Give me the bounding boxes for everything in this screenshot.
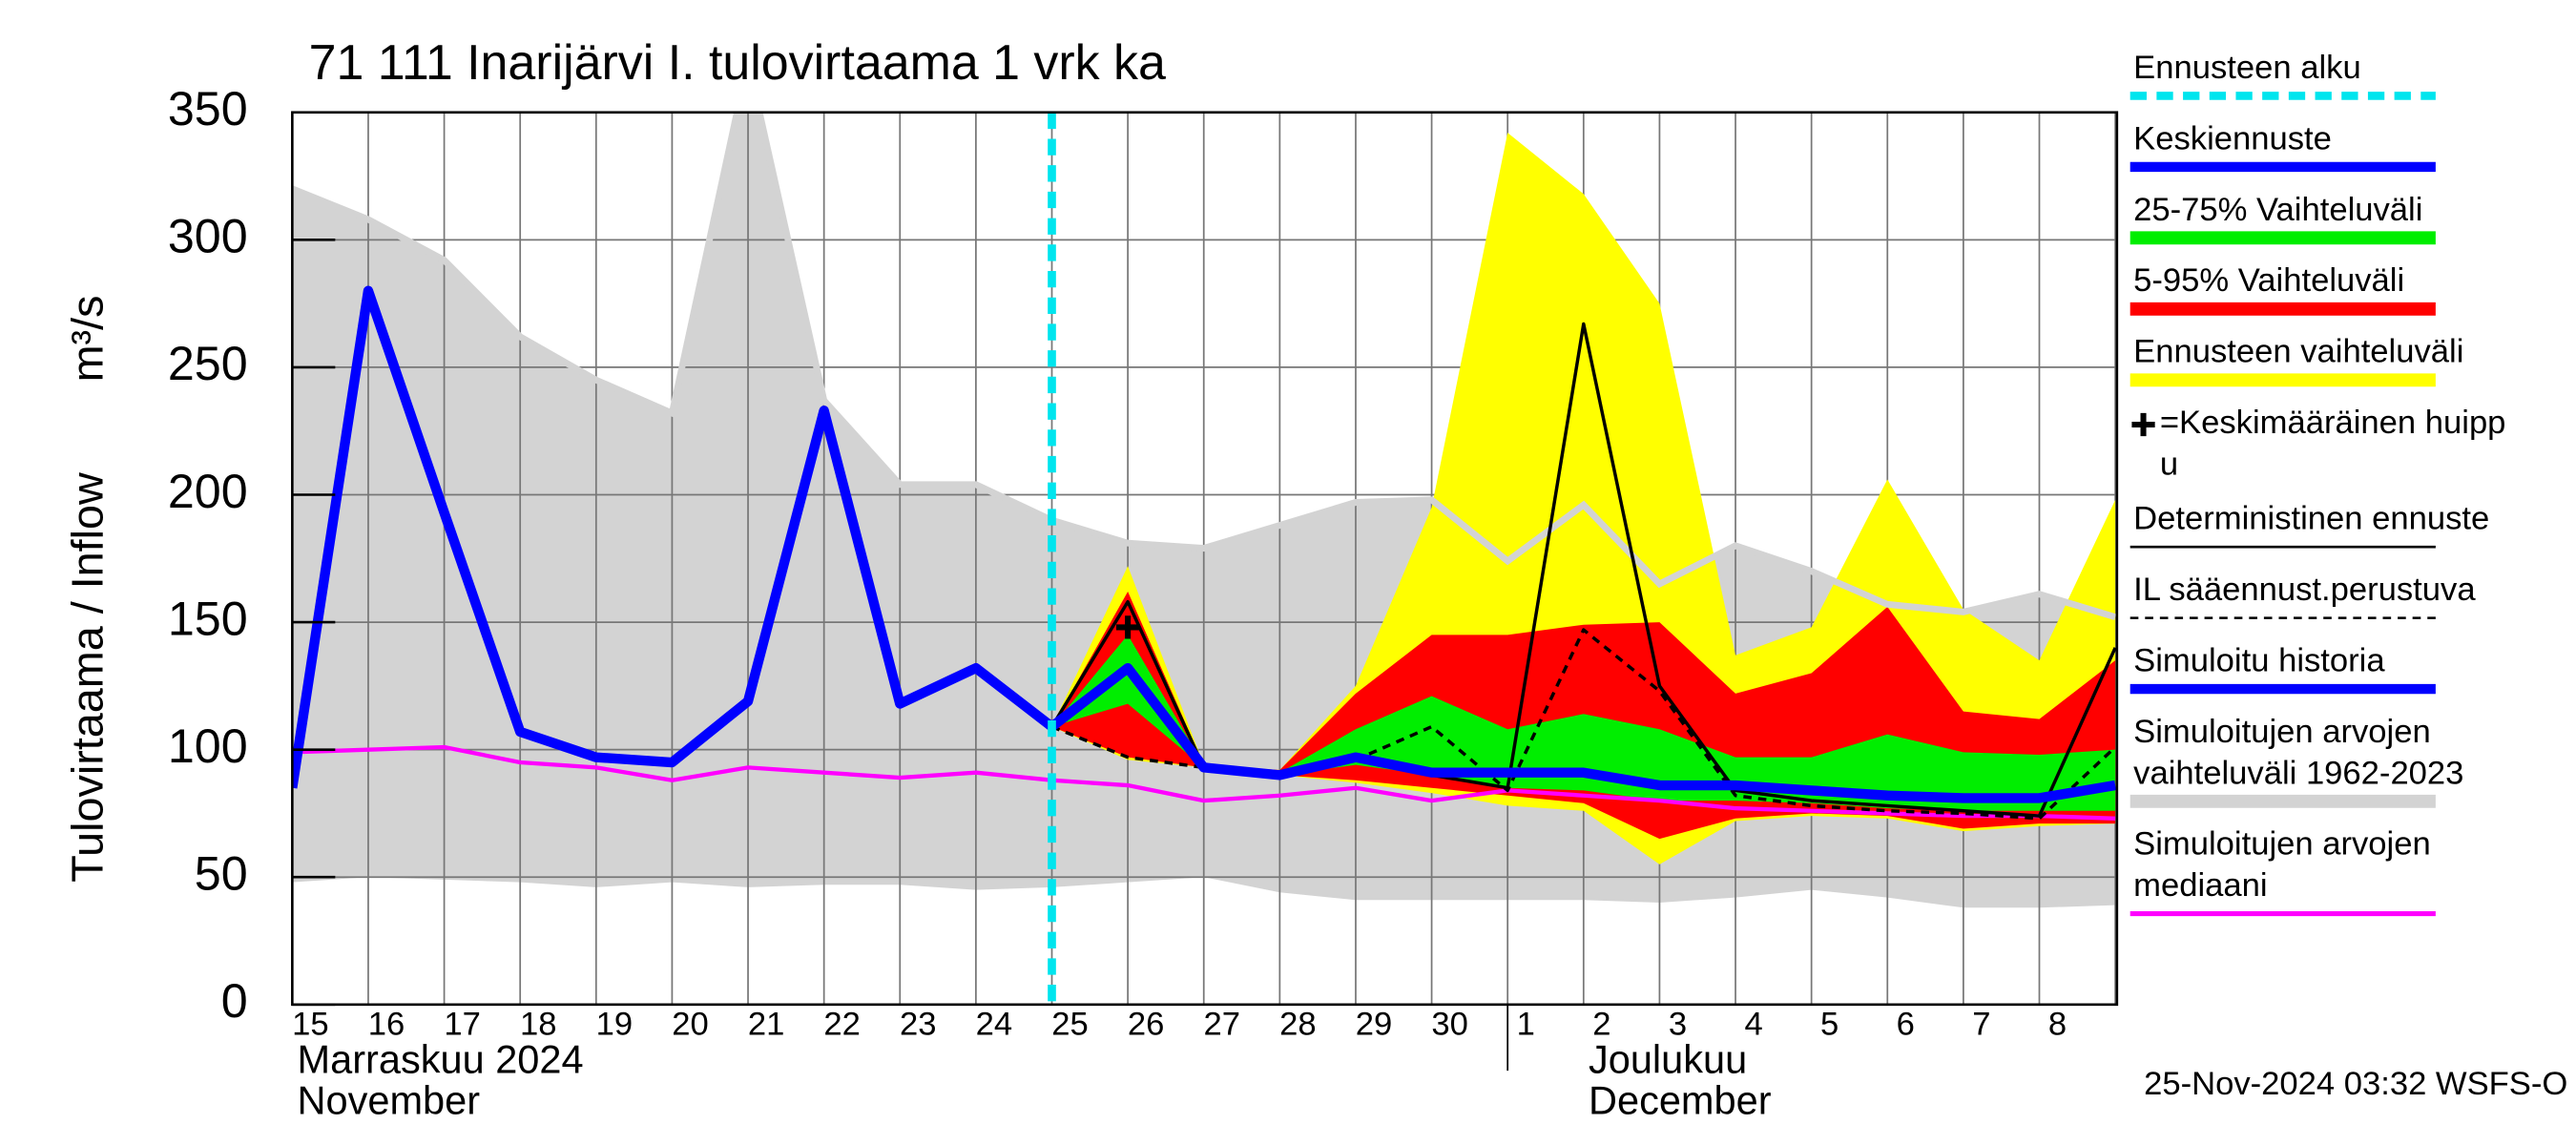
axes: 15 16 17 18 19 20 21 22 23 24 25 26 27 28 29 30 1 2 3 4 5 6 7 8…: [168, 82, 2067, 1123]
month-label: November: [298, 1078, 481, 1123]
chart-title: 71 111 Inarijärvi I. tulovirtaama 1 vrk …: [309, 35, 1166, 91]
x-tick-label: 22: [823, 1006, 860, 1042]
legend-label: 5-95% Vaihteluväli: [2133, 262, 2404, 299]
x-tick-label: 17: [444, 1006, 480, 1042]
x-tick-label: 20: [672, 1006, 708, 1042]
x-tick-label: 2: [1592, 1006, 1610, 1042]
month-label: December: [1589, 1078, 1772, 1123]
x-tick-label: 1: [1517, 1006, 1535, 1042]
x-tick-label: 5: [1820, 1006, 1839, 1042]
range-upper-edge: [292, 112, 2117, 621]
y-tick-label: 50: [195, 846, 248, 900]
legend-label: 25-75% Vaihteluväli: [2133, 192, 2422, 228]
x-tick-label: 3: [1669, 1006, 1687, 1042]
footer: 25-Nov-2024 03:32 WSFS-O: [2144, 1066, 2567, 1102]
x-tick-label: 25: [1051, 1006, 1088, 1042]
legend-label: Ennusteen vaihteluväli: [2133, 334, 2463, 370]
y-tick-label: 300: [168, 210, 248, 263]
plot-area: [292, 112, 2117, 1005]
x-tick-label: 19: [596, 1006, 633, 1042]
y-axis-label: Tulovirtaama / Inflow: [63, 472, 113, 883]
x-tick-label: 27: [1204, 1006, 1240, 1042]
x-tick-label: 29: [1356, 1006, 1392, 1042]
x-tick-label: 28: [1279, 1006, 1316, 1042]
legend-label: IL sääennust.perustuva: [2133, 572, 2476, 608]
legend-symbol: [2131, 412, 2155, 437]
y-tick-label: 0: [221, 974, 248, 1028]
x-tick-label: 18: [520, 1006, 556, 1042]
series-line: [292, 744, 2116, 821]
month-label: Marraskuu 2024: [298, 1036, 584, 1081]
legend-label: Simuloitujen arvojen: [2133, 826, 2431, 863]
legend-label: Simuloitu historia: [2133, 643, 2385, 679]
x-tick-label: 30: [1431, 1006, 1467, 1042]
series-line: [292, 285, 1055, 789]
x-tick-label: 16: [368, 1006, 405, 1042]
legend-label: =Keskimääräinen huipp: [2160, 405, 2506, 441]
x-tick-label: 15: [292, 1006, 328, 1042]
y-tick-label: 250: [168, 337, 248, 390]
x-tick-label: 24: [976, 1006, 1012, 1042]
y-tick-label: 200: [168, 465, 248, 518]
month-label: Joulukuu: [1589, 1036, 1747, 1081]
x-tick-label: 21: [748, 1006, 784, 1042]
series-line: [1049, 662, 2116, 803]
legend-label: Ennusteen alku: [2133, 50, 2361, 86]
x-tick-label: 8: [2048, 1006, 2067, 1042]
legend-label: mediaani: [2133, 867, 2267, 904]
x-tick-label: 4: [1744, 1006, 1762, 1042]
legend-label: Keskiennuste: [2133, 120, 2332, 156]
x-tick-label: 26: [1128, 1006, 1164, 1042]
legend-label: vaihteluväli 1962-2023: [2133, 755, 2463, 791]
x-tick-label: 7: [1972, 1006, 1990, 1042]
x-tick-label: 23: [900, 1006, 936, 1042]
y-tick-label: 150: [168, 592, 248, 645]
legend-label: u: [2160, 446, 2178, 482]
y-tick-label: 350: [168, 82, 248, 135]
legend-label: Simuloitujen arvojen: [2133, 714, 2431, 750]
x-tick-label: 6: [1897, 1006, 1915, 1042]
legend-label: Deterministinen ennuste: [2133, 501, 2489, 537]
plot-frame: [291, 111, 2119, 1007]
y-tick-label: 100: [168, 719, 248, 773]
y-axis-unit: m³/s: [63, 296, 113, 383]
mean-peak: [1116, 615, 1140, 639]
